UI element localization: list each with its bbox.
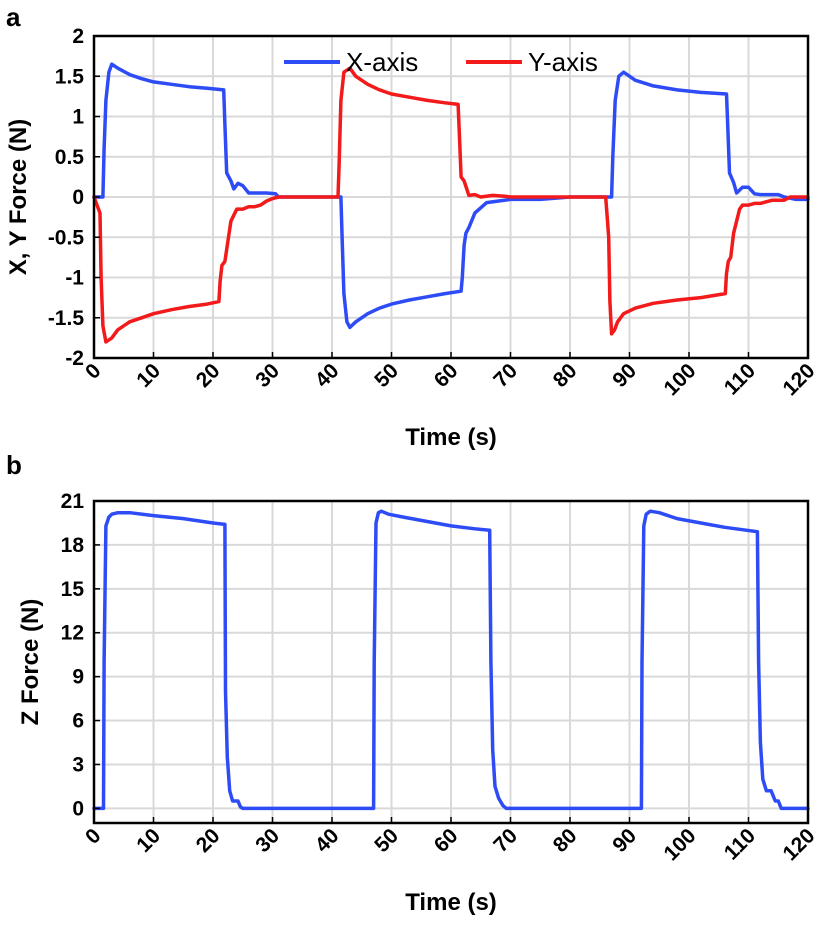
x-tick-label: 80 <box>549 359 582 392</box>
panel-a-series <box>92 62 810 344</box>
panel-a-legend: X-axis Y-axis <box>284 47 598 77</box>
x-tick-label: 60 <box>430 359 463 392</box>
x-tick-label: 110 <box>720 824 760 864</box>
x-tick-label: 0 <box>81 824 106 849</box>
y-tick-label: 2 <box>72 25 84 48</box>
x-tick-label: 90 <box>608 824 641 857</box>
x-tick-label: 0 <box>81 359 106 384</box>
x-tick-label: 20 <box>192 824 225 857</box>
x-tick-label: 90 <box>608 359 641 392</box>
x-tick-label: 100 <box>659 359 700 400</box>
y-tick-label: -1 <box>65 267 84 290</box>
legend-label-x-axis: X-axis <box>346 47 418 77</box>
x-tick-label: 20 <box>192 359 225 392</box>
panel-b-y-axis-label: Z Force (N) <box>17 599 44 726</box>
y-tick-label: 3 <box>72 753 84 776</box>
y-tick-label: 0 <box>72 186 84 209</box>
x-tick-label: 110 <box>720 359 760 399</box>
y-tick-label: 1.5 <box>55 65 85 88</box>
x-tick-label: 100 <box>659 824 700 865</box>
series-line-z-force <box>92 509 810 811</box>
series-line-y-axis <box>92 66 810 344</box>
x-tick-label: 10 <box>132 824 165 857</box>
x-tick-label: 50 <box>370 359 403 392</box>
panel-a-y-axis-label: X, Y Force (N) <box>5 119 32 276</box>
panel-a-grid <box>93 35 809 359</box>
x-tick-label: 40 <box>311 824 344 857</box>
x-tick-label: 50 <box>370 824 403 857</box>
x-tick-label: 70 <box>489 359 522 392</box>
panel-a-y-ticks: -2 -1.5 -1 -0.5 0 0.5 1 1.5 2 <box>48 25 100 370</box>
y-tick-label: 1 <box>72 106 84 129</box>
y-tick-label: 12 <box>61 622 84 645</box>
panel-label-a: a <box>6 2 21 32</box>
x-tick-label: 30 <box>251 824 284 857</box>
panel-b-series <box>92 509 810 811</box>
x-tick-label: 60 <box>430 824 463 857</box>
x-tick-label: 40 <box>311 359 344 392</box>
panel-b-x-axis-label: Time (s) <box>405 889 497 916</box>
panel-a-x-axis-label: Time (s) <box>405 424 497 451</box>
y-tick-label: 0.5 <box>55 146 85 169</box>
panel-b-grid <box>93 500 809 823</box>
y-tick-label: 15 <box>61 578 85 601</box>
x-tick-label: 80 <box>549 824 582 857</box>
panel-a-chart: -2 -1.5 -1 -0.5 0 0.5 1 1.5 2 0 10 20 30 40 50 60 70 80 9… <box>5 25 820 451</box>
legend-label-y-axis: Y-axis <box>528 47 598 77</box>
y-tick-label: 21 <box>61 490 85 513</box>
y-tick-label: -0.5 <box>48 226 85 249</box>
y-tick-label: -1.5 <box>48 307 85 330</box>
panel-b-y-ticks: 0 3 6 9 12 15 18 21 <box>61 490 100 820</box>
panel-label-b: b <box>6 450 22 480</box>
y-tick-label: 9 <box>72 666 84 689</box>
x-tick-label: 120 <box>778 359 819 400</box>
series-line-x-axis <box>92 62 810 330</box>
y-tick-label: -2 <box>65 347 84 370</box>
x-tick-label: 10 <box>132 359 165 392</box>
x-tick-label: 30 <box>251 359 284 392</box>
y-tick-label: 6 <box>72 710 84 733</box>
panel-b-chart: 0 3 6 9 12 15 18 21 0 10 20 30 40 50 60 70 80 90 100 110 12… <box>17 490 820 916</box>
x-tick-label: 120 <box>778 824 819 865</box>
x-tick-label: 70 <box>489 824 522 857</box>
y-tick-label: 18 <box>61 534 85 557</box>
y-tick-label: 0 <box>72 797 84 820</box>
